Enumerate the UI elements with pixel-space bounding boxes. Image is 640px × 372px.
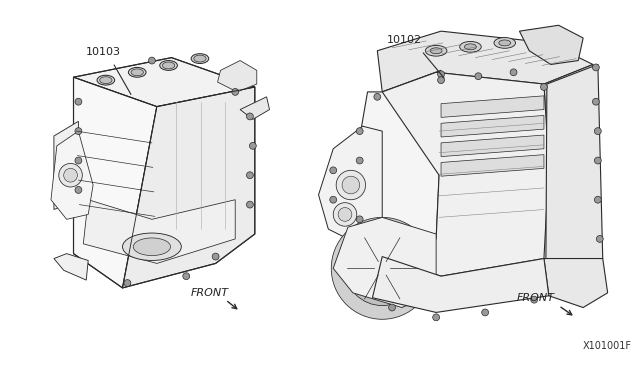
- Circle shape: [75, 128, 82, 135]
- Circle shape: [246, 113, 253, 120]
- Circle shape: [342, 176, 360, 194]
- Circle shape: [593, 98, 599, 105]
- Circle shape: [376, 263, 388, 274]
- Circle shape: [374, 93, 381, 100]
- Circle shape: [369, 254, 396, 282]
- Polygon shape: [441, 96, 544, 118]
- Polygon shape: [54, 121, 79, 209]
- Text: FRONT: FRONT: [191, 288, 229, 298]
- Polygon shape: [520, 25, 583, 64]
- Polygon shape: [382, 72, 549, 276]
- Circle shape: [356, 128, 363, 135]
- Polygon shape: [544, 259, 607, 308]
- Ellipse shape: [131, 69, 143, 76]
- Circle shape: [246, 172, 253, 179]
- Ellipse shape: [494, 38, 516, 48]
- Text: 10102: 10102: [387, 35, 422, 45]
- Ellipse shape: [100, 77, 112, 84]
- Ellipse shape: [97, 75, 115, 85]
- Polygon shape: [441, 115, 544, 137]
- Polygon shape: [240, 97, 269, 119]
- Ellipse shape: [129, 67, 146, 77]
- Circle shape: [330, 196, 337, 203]
- Circle shape: [433, 314, 440, 321]
- Circle shape: [75, 186, 82, 193]
- Ellipse shape: [426, 45, 447, 56]
- Polygon shape: [319, 126, 382, 257]
- Ellipse shape: [163, 62, 175, 69]
- Circle shape: [75, 98, 82, 105]
- Circle shape: [595, 196, 601, 203]
- Polygon shape: [378, 31, 593, 92]
- Circle shape: [531, 296, 538, 303]
- Polygon shape: [544, 64, 598, 166]
- Circle shape: [232, 89, 239, 95]
- Circle shape: [595, 157, 601, 164]
- Circle shape: [510, 69, 517, 76]
- Polygon shape: [54, 254, 88, 280]
- Circle shape: [593, 64, 599, 71]
- Circle shape: [475, 73, 482, 80]
- Ellipse shape: [133, 238, 170, 256]
- Ellipse shape: [122, 233, 181, 260]
- Text: X101001F: X101001F: [583, 341, 632, 351]
- Circle shape: [148, 57, 156, 64]
- Ellipse shape: [528, 33, 550, 44]
- Polygon shape: [74, 77, 157, 288]
- Ellipse shape: [499, 40, 511, 46]
- Polygon shape: [122, 87, 255, 288]
- Ellipse shape: [160, 61, 177, 70]
- Circle shape: [596, 235, 604, 242]
- Circle shape: [250, 142, 256, 149]
- Circle shape: [333, 203, 356, 226]
- Circle shape: [482, 309, 488, 316]
- Circle shape: [59, 163, 83, 187]
- Ellipse shape: [533, 36, 545, 42]
- Circle shape: [595, 128, 601, 135]
- Circle shape: [356, 216, 363, 223]
- Circle shape: [212, 253, 219, 260]
- Polygon shape: [441, 135, 544, 157]
- Polygon shape: [74, 58, 255, 107]
- Circle shape: [183, 273, 189, 280]
- Ellipse shape: [191, 54, 209, 64]
- Circle shape: [338, 208, 352, 221]
- Polygon shape: [83, 200, 236, 263]
- Polygon shape: [546, 64, 603, 276]
- Polygon shape: [372, 257, 549, 312]
- Circle shape: [246, 201, 253, 208]
- Ellipse shape: [194, 55, 206, 62]
- Circle shape: [356, 186, 363, 193]
- Circle shape: [124, 280, 131, 286]
- Circle shape: [356, 243, 408, 294]
- Circle shape: [332, 217, 433, 319]
- Circle shape: [345, 231, 419, 305]
- Circle shape: [388, 304, 396, 311]
- Polygon shape: [333, 217, 436, 308]
- Circle shape: [438, 77, 444, 84]
- Circle shape: [64, 169, 77, 182]
- Polygon shape: [441, 155, 544, 176]
- Ellipse shape: [465, 44, 476, 50]
- Circle shape: [336, 170, 365, 200]
- Ellipse shape: [460, 41, 481, 52]
- Ellipse shape: [430, 48, 442, 54]
- Polygon shape: [218, 61, 257, 92]
- Polygon shape: [51, 131, 93, 219]
- Text: 10103: 10103: [86, 46, 121, 57]
- Circle shape: [541, 84, 547, 90]
- Circle shape: [438, 71, 444, 78]
- Polygon shape: [358, 70, 441, 257]
- Circle shape: [356, 157, 363, 164]
- Text: FRONT: FRONT: [516, 293, 554, 303]
- Circle shape: [75, 157, 82, 164]
- Circle shape: [330, 167, 337, 174]
